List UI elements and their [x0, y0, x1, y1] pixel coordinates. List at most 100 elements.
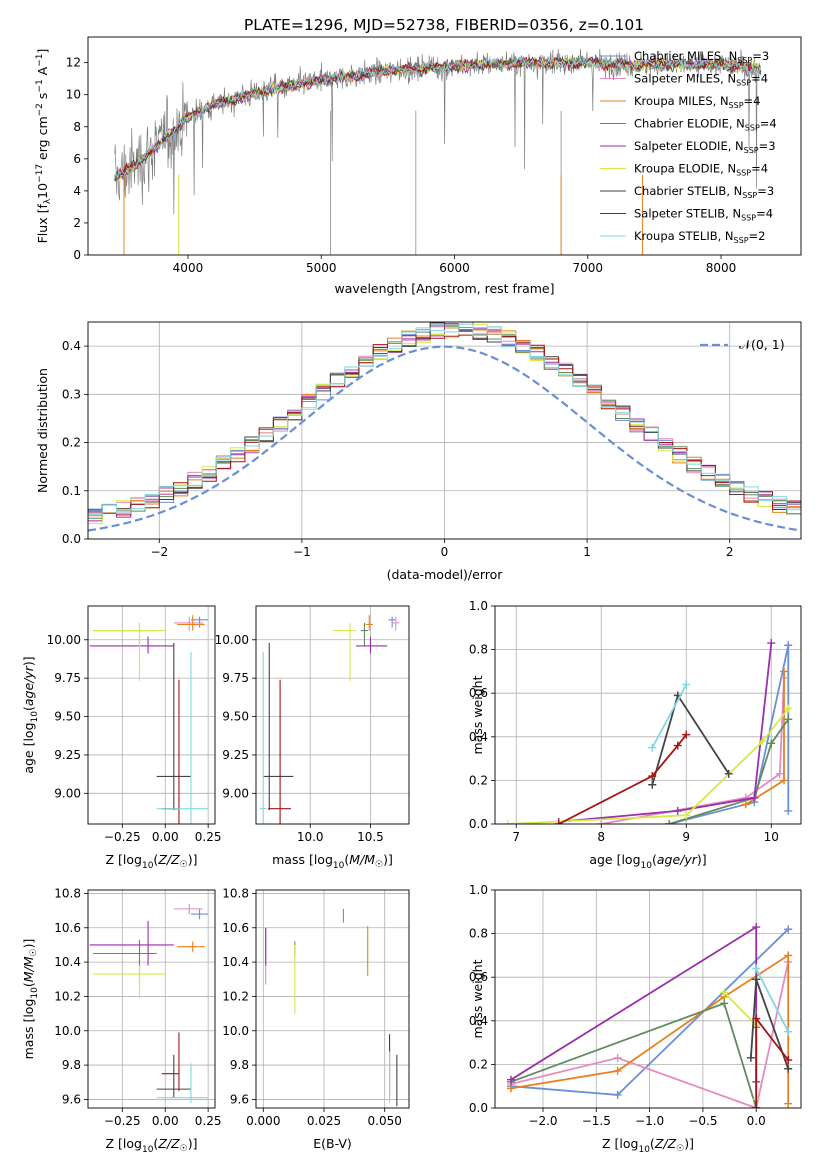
axes-frame: [494, 889, 802, 1109]
weight-marker: [720, 999, 729, 1008]
y-tick-label: 9.75: [222, 671, 249, 685]
y-tick-label: 0.2: [469, 773, 488, 787]
label-part: )]: [697, 852, 707, 867]
x-tick-label: 6000: [439, 261, 470, 275]
x-tick-label: 9: [682, 830, 690, 844]
spectrum-model-line: [114, 56, 762, 182]
y-tick-label: 9.25: [222, 748, 249, 762]
label-part: 10: [30, 711, 40, 723]
panel-mass-vs-Z: −0.25 0.00 0.25 9.6 9.8 10.0 10.2 10.4 10.6 10.8 Z…: [21, 886, 221, 1155]
weight-marker: [784, 704, 793, 713]
label-part: age [log: [589, 852, 640, 867]
y-tick-label: 10.6: [54, 921, 81, 935]
y-tick-label: 0.6: [469, 970, 488, 984]
label-part: erg cm: [35, 116, 50, 164]
y-tick-label: 10.4: [54, 955, 81, 969]
y-tick-label: 0.2: [62, 436, 81, 450]
y-tick-label: 10.2: [54, 989, 81, 1003]
panel-age-vs-Z: −0.25 0.00 0.25 9.00 9.25 9.50 9.75 10.00 Z [log…: [21, 605, 222, 871]
weight-marker: [597, 820, 606, 824]
weight-marker: [767, 739, 776, 748]
legend-value: =4: [756, 207, 773, 221]
weight-marker: [648, 780, 657, 789]
label-part: ☉: [375, 860, 383, 870]
label-part: 10: [142, 1145, 154, 1155]
weight-marker: [682, 811, 691, 820]
x-tick-label: 0.000: [246, 1114, 280, 1128]
legend-sub: SSP: [745, 124, 760, 133]
y-tick-label: 0.4: [469, 730, 488, 744]
weight-marker: [682, 730, 691, 739]
weight-line: [558, 734, 688, 824]
weight-line: [651, 684, 688, 749]
weight-line: [507, 707, 790, 824]
legend-value: =4: [760, 117, 777, 131]
weight-marker: [503, 820, 512, 824]
legend-name: Kroupa ELODIE, N: [634, 162, 736, 176]
legend-value: =2: [749, 229, 766, 243]
x-axis-label: Z [log10(Z/Z☉)]: [106, 852, 198, 871]
weight-marker: [750, 793, 759, 802]
y-tick-label: 9.6: [62, 1092, 81, 1106]
x-tick-label: 0.25: [195, 1114, 222, 1128]
label-part: mass [log: [21, 999, 36, 1060]
label-part: Z [log: [602, 1136, 638, 1151]
y-tick-label: 9.50: [54, 710, 81, 724]
x-axis-label: mass [log10(M/M☉)]: [272, 852, 393, 871]
y-tick-label: 9.75: [54, 671, 81, 685]
x-tick-label: 0: [441, 545, 449, 559]
weight-marker: [613, 1066, 622, 1075]
y-tick-label: 6: [73, 152, 81, 166]
label-part: (: [652, 852, 657, 867]
legend-value: =4: [751, 162, 768, 176]
weight-line: [669, 718, 790, 824]
spectrum-model-line: [114, 56, 762, 181]
x-tick-label: 0.050: [368, 1114, 402, 1128]
label-part: 10: [142, 861, 154, 871]
y-tick-label: 0.0: [469, 817, 488, 831]
panel-weight-vs-Z: −2.0 −1.5 −1.0 −0.5 0.0 0.0 0.2 0.4 0.6 0.8 1.0 Z […: [469, 883, 802, 1155]
label-part: )]: [188, 1136, 198, 1151]
y-tick-label: 0.8: [469, 643, 488, 657]
label-part: mass [log: [272, 852, 333, 867]
label-part: 10: [333, 861, 345, 871]
histogram-steps: [88, 322, 801, 510]
label-part: (: [650, 1136, 655, 1151]
normal-curve: [88, 345, 801, 532]
label-part: ☉: [29, 948, 39, 956]
weight-marker: [724, 769, 733, 778]
label-part: M/M: [21, 956, 36, 982]
x-tick-label: 5000: [306, 261, 337, 275]
label-part: )]: [383, 852, 393, 867]
weight-marker: [758, 737, 767, 746]
label-part: mass weight: [470, 959, 485, 1038]
histogram-steps: [88, 323, 801, 515]
label-part: mass weight: [470, 675, 485, 754]
label-part: Z/Z: [157, 1136, 180, 1151]
y-tick-label: 0.1: [62, 484, 81, 498]
figure-title: PLATE=1296, MJD=52738, FIBERID=0356, z=0…: [244, 16, 644, 34]
weight-marker: [784, 806, 793, 815]
label-part: 10: [35, 183, 50, 199]
panel-residuals: −2 −1 0 1 2 0.0 0.1 0.2 0.3 0.4 (data-model)/error…: [35, 321, 802, 582]
y-tick-label: 0.8: [469, 927, 488, 941]
y-tick-label: 0.0: [469, 1101, 488, 1115]
weight-marker: [752, 1014, 761, 1023]
legend-sub: SSP: [729, 101, 744, 110]
weight-marker: [673, 806, 682, 815]
label-part: 10: [30, 987, 40, 999]
x-tick-label: 0.25: [195, 830, 222, 844]
axes-frame: [87, 36, 802, 256]
legend-value: =4: [751, 72, 768, 86]
plot-area: [495, 606, 801, 824]
x-tick-label: 8: [597, 830, 605, 844]
y-tick-label: 10.8: [54, 886, 81, 900]
label-part: (: [153, 852, 158, 867]
weight-marker: [673, 741, 682, 750]
label-part: Z [log: [106, 852, 142, 867]
label-part: −1: [35, 54, 45, 67]
y-tick-label: 1.0: [469, 599, 488, 613]
weight-marker: [613, 1090, 622, 1099]
